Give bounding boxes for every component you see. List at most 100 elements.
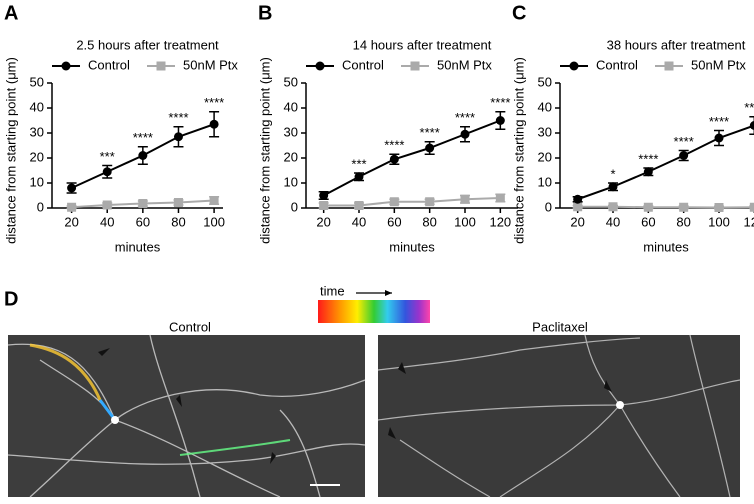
x-axis-label: minutes [115, 239, 161, 254]
marker [495, 193, 505, 203]
chart-title: 38 hours after treatment [607, 37, 746, 52]
marker [608, 182, 618, 192]
significance-label: **** [204, 95, 224, 110]
y-axis-label: distance from starting point (μm) [511, 57, 526, 244]
significance-label: *** [351, 156, 366, 171]
chart-title: 14 hours after treatment [353, 37, 492, 52]
y-tick-label: 20 [538, 149, 552, 164]
x-tick-label: 80 [422, 214, 436, 229]
y-axis-label: distance from starting point (μm) [3, 57, 18, 244]
series-line [323, 197, 501, 207]
time-arrow-head [385, 290, 392, 296]
y-tick-label: 0 [37, 199, 44, 214]
marker [608, 202, 618, 212]
chart-title: 2.5 hours after treatment [76, 37, 219, 52]
marker [425, 197, 435, 207]
x-tick-label: 40 [606, 214, 620, 229]
marker [460, 129, 470, 139]
marker [354, 172, 364, 182]
marker [410, 61, 420, 71]
y-tick-label: 10 [538, 174, 552, 189]
marker [61, 61, 71, 71]
marker [679, 151, 689, 160]
marker [664, 61, 674, 71]
marker [573, 194, 583, 204]
significance-label: **** [674, 134, 694, 149]
time-label: time [320, 283, 345, 298]
y-tick-label: 30 [30, 124, 44, 139]
y-axis-label: distance from starting point (μm) [257, 57, 272, 244]
marker [714, 133, 724, 143]
y-tick-label: 40 [538, 99, 552, 114]
x-tick-label: 100 [454, 214, 476, 229]
image-label: Paclitaxel [532, 319, 588, 334]
x-tick-label: 80 [171, 214, 185, 229]
significance-label: * [610, 166, 615, 181]
legend-label: Control [596, 57, 638, 72]
marker [425, 143, 435, 153]
marker [67, 202, 77, 212]
marker [354, 201, 364, 210]
y-tick-label: 10 [30, 174, 44, 189]
significance-label: **** [744, 100, 754, 115]
panel-letter: B [258, 2, 272, 24]
marker [679, 202, 689, 212]
y-tick-label: 20 [284, 149, 298, 164]
marker [495, 116, 505, 125]
marker [102, 200, 112, 210]
micrograph [7, 334, 741, 498]
marker [209, 119, 219, 129]
marker [573, 202, 583, 212]
y-tick-label: 40 [284, 99, 298, 114]
marker [714, 203, 724, 212]
y-tick-label: 10 [284, 174, 298, 189]
y-tick-label: 40 [30, 99, 44, 114]
y-tick-label: 0 [291, 199, 298, 214]
x-tick-label: 20 [316, 214, 330, 229]
x-tick-label: 100 [708, 214, 730, 229]
significance-label: **** [638, 151, 658, 166]
x-tick-label: 60 [387, 214, 401, 229]
x-tick-label: 60 [641, 214, 655, 229]
marker [315, 61, 325, 71]
marker [319, 191, 329, 200]
x-axis-label: minutes [643, 239, 689, 254]
marker [173, 132, 183, 142]
image-label: Control [169, 319, 211, 334]
marker [569, 61, 579, 71]
significance-label: **** [455, 110, 475, 125]
marker [138, 151, 148, 160]
marker [67, 183, 77, 193]
significance-label: *** [100, 149, 115, 164]
legend-label: 50nM Ptx [183, 57, 238, 72]
marker [389, 154, 399, 164]
marker [156, 61, 166, 71]
significance-label: **** [490, 95, 510, 110]
y-tick-label: 0 [545, 199, 552, 214]
marker [749, 121, 754, 130]
significance-label: **** [709, 114, 729, 129]
y-tick-label: 20 [30, 149, 44, 164]
marker [319, 201, 329, 210]
significance-label: **** [384, 138, 404, 153]
panel-letter: D [4, 288, 18, 310]
x-tick-label: 80 [676, 214, 690, 229]
legend-label: Control [342, 57, 384, 72]
time-colorbar [318, 300, 430, 323]
y-tick-label: 30 [538, 124, 552, 139]
x-tick-label: 20 [64, 214, 78, 229]
legend-label: 50nM Ptx [691, 57, 746, 72]
series-line [577, 124, 754, 201]
marker [173, 198, 183, 207]
significance-label: **** [420, 125, 440, 140]
y-tick-label: 50 [284, 74, 298, 89]
marker [749, 202, 754, 212]
y-tick-label: 30 [284, 124, 298, 139]
significance-label: **** [133, 130, 153, 145]
legend-label: Control [88, 57, 130, 72]
marker [460, 194, 470, 204]
x-tick-label: 20 [570, 214, 584, 229]
panel-letter: A [4, 2, 18, 24]
x-tick-label: 60 [136, 214, 150, 229]
